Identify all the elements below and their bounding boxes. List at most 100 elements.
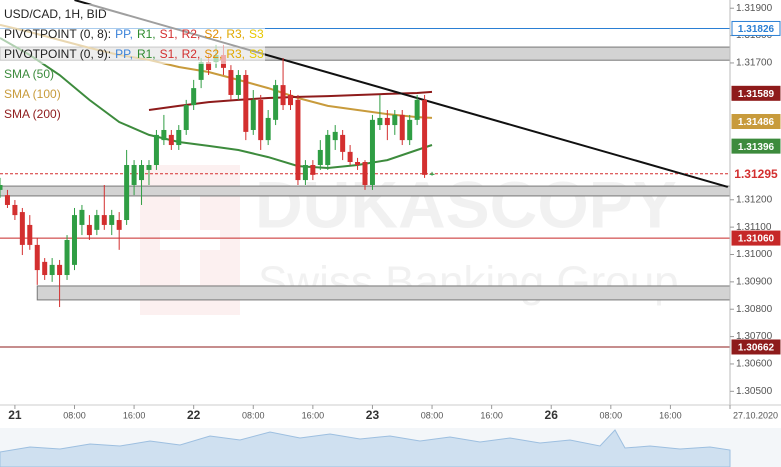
level-label: 1.31589 xyxy=(738,89,775,100)
candle-body xyxy=(392,114,398,126)
legend-entry: SMA (50) xyxy=(4,67,54,81)
pivot-item: PP, xyxy=(115,47,133,61)
candle-body xyxy=(422,99,428,175)
candle-body xyxy=(295,99,301,181)
candle-body xyxy=(34,244,40,271)
level-label: 1.31295 xyxy=(734,167,778,181)
y-tick-label: 1.30600 xyxy=(736,359,773,370)
x-tick-label: 08:00 xyxy=(242,410,265,420)
candle-body xyxy=(49,264,55,276)
candle-body xyxy=(206,62,212,71)
pivot-item: PP, xyxy=(115,27,133,41)
pivot-label: PIVOTPOINT (0, 8): xyxy=(4,27,111,41)
candle-body xyxy=(310,165,316,175)
candle-body xyxy=(198,62,204,80)
candle-body xyxy=(429,173,435,175)
x-tick-label: 21 xyxy=(8,408,22,422)
zone xyxy=(36,285,731,301)
candle-body xyxy=(86,224,92,236)
candle-body xyxy=(355,162,361,166)
level-label: 1.31396 xyxy=(738,142,775,153)
candle-body xyxy=(414,99,420,120)
candle-body xyxy=(153,134,159,166)
candle-body xyxy=(183,105,189,130)
level-tag xyxy=(731,230,781,246)
candle-body xyxy=(71,215,77,265)
level-tag xyxy=(731,20,781,36)
candle-body xyxy=(0,184,3,190)
x-tick-label: 08:00 xyxy=(421,410,444,420)
candle-body xyxy=(265,117,271,141)
pivot-item: S2, xyxy=(204,47,222,61)
x-tick-label: 27.10.2020 xyxy=(733,410,778,420)
candle-body xyxy=(273,85,279,120)
candle-body xyxy=(191,88,197,106)
x-tick-label: 23 xyxy=(366,408,380,422)
pivot-item: R1, xyxy=(137,47,156,61)
pivot-item: R2, xyxy=(182,27,201,41)
candle-body xyxy=(243,74,249,132)
candle-body xyxy=(362,162,368,185)
y-tick-label: 1.31900 xyxy=(736,3,773,14)
pivot-item: R2, xyxy=(182,47,201,61)
candle-body xyxy=(399,114,405,141)
candle-body xyxy=(161,129,167,141)
candle-body xyxy=(377,117,383,126)
candle-body xyxy=(176,129,182,146)
y-tick-label: 1.30900 xyxy=(736,276,773,287)
pivot-item: S2, xyxy=(204,27,222,41)
candle-body xyxy=(146,165,152,170)
candle-body xyxy=(235,74,241,95)
candle-body xyxy=(369,119,375,185)
candle-body xyxy=(288,94,294,106)
legend-entry: SMA (100) xyxy=(4,87,61,101)
candle-body xyxy=(407,119,413,141)
y-tick-label: 1.31700 xyxy=(736,58,773,69)
y-tick-label: 1.30500 xyxy=(736,386,773,397)
watermark-logo-cross xyxy=(160,230,220,250)
candle-body xyxy=(325,134,331,166)
level-label: 1.31486 xyxy=(738,117,775,128)
pivot-item: S3 xyxy=(249,47,264,61)
x-tick-label: 08:00 xyxy=(600,410,623,420)
pivot-legend: PIVOTPOINT (0, 8): PP, R1, S1, R2, S2, R3, S3 xyxy=(4,27,264,41)
navigator-area xyxy=(0,429,731,467)
candle-body xyxy=(317,149,323,166)
candle-body xyxy=(139,165,145,181)
candle-body xyxy=(250,99,256,130)
x-tick-label: 16:00 xyxy=(123,410,146,420)
y-tick-label: 1.31000 xyxy=(736,249,773,260)
legend: USD/CAD, 1H, BID PIVOTPOINT (0, 8): PP, R1… xyxy=(0,4,265,121)
level-tag xyxy=(731,85,781,101)
candle-body xyxy=(27,224,33,245)
candle-body xyxy=(124,165,130,221)
candle-body xyxy=(228,70,234,95)
candle-body xyxy=(116,220,122,230)
candle-body xyxy=(131,165,137,185)
candle-body xyxy=(109,215,115,225)
candle-body xyxy=(19,212,25,245)
x-tick-label: 22 xyxy=(187,408,201,422)
candle-body xyxy=(64,239,70,276)
y-tick-label: 1.31100 xyxy=(736,222,772,233)
x-tick-label: 16:00 xyxy=(659,410,682,420)
candle-body xyxy=(340,134,346,152)
legend-entry: SMA (200) xyxy=(4,107,61,121)
candle-body xyxy=(332,131,338,141)
level-label: 1.31826 xyxy=(738,24,775,35)
candle-body xyxy=(302,165,308,181)
candle-body xyxy=(12,204,18,216)
candle-body xyxy=(280,85,286,106)
level-tag xyxy=(731,114,781,129)
pivot-item: S3 xyxy=(249,27,264,41)
x-tick-label: 16:00 xyxy=(302,410,325,420)
y-tick-label: 1.30700 xyxy=(736,331,773,342)
level-tag xyxy=(731,138,781,154)
watermark-title: DUKASCOPY xyxy=(255,167,677,241)
pivot-legend: PIVOTPOINT (0, 9): PP, R1, S1, R2, S2, R3, S3 xyxy=(4,47,264,61)
level-tag xyxy=(731,165,781,182)
candle-body xyxy=(258,99,264,141)
candle-body xyxy=(4,195,10,205)
candle-body xyxy=(79,209,85,225)
